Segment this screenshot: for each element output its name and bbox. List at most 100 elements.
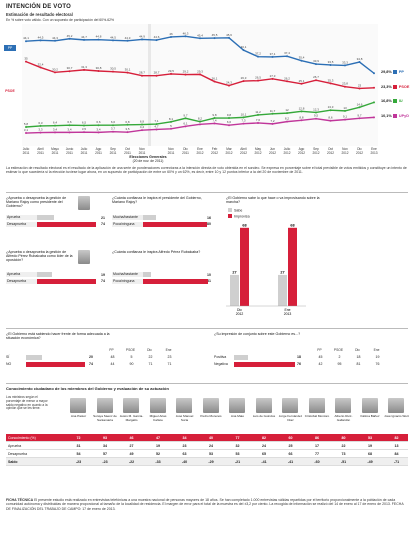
point-psoe <box>97 70 100 73</box>
x-tick-label: Ago <box>299 147 305 151</box>
x-tick-label: Mayo <box>51 147 59 151</box>
point-upyd <box>373 116 375 119</box>
data-label-psoe: 29,2 <box>183 70 189 74</box>
category-label: Dic <box>237 308 242 312</box>
chart-note: En % sobre voto válido. Con un supuesto … <box>6 18 115 22</box>
table-cell-psoe: 2 <box>338 355 341 359</box>
rajoy-photo <box>78 196 90 210</box>
table-row: Positiva 18 45 2 18 19 <box>214 354 410 360</box>
data-label-pp: 46 <box>169 32 173 36</box>
legend-swatch-psoe <box>392 84 397 89</box>
bar-row: Desaprueba 74 <box>6 221 106 227</box>
divider <box>6 328 408 329</box>
point-iu <box>344 109 346 112</box>
minister-name: Jorge Fernández Díaz <box>278 414 303 422</box>
data-label-upyd: 7,4 <box>212 118 217 122</box>
minister-photo <box>149 398 166 413</box>
end-value-iu: 16,8% <box>381 99 392 104</box>
economica-question: ¿El Gobierno está sabiendo hacer frente … <box>6 332 110 341</box>
methodology-paragraph: La estimación de resultado electoral es … <box>6 166 407 175</box>
bar-track <box>37 272 99 277</box>
ficha-title: FICHA TÉCNICA <box>6 498 34 502</box>
bar-improvisa-label: 68 <box>242 223 246 227</box>
bar-value: 80 <box>207 222 211 226</box>
legend-swatch-upyd <box>392 114 397 119</box>
minister-name: Ana Mato <box>230 414 245 418</box>
bar-fill <box>26 361 86 367</box>
bar-row-label: Poca/ninguna <box>112 278 143 284</box>
x-tick-year: 2012 <box>341 151 348 155</box>
minister-name: Alberto Ruiz-Gallardón <box>334 414 353 422</box>
rajoy-question: ¿Aprueba o desaprueba la gestión de Mari… <box>6 196 67 209</box>
x-tick-year: 2012 <box>312 151 319 155</box>
point-upyd <box>358 117 361 120</box>
point-iu <box>199 120 201 123</box>
ministers-row-bg <box>6 458 408 466</box>
bar-fill <box>37 221 97 227</box>
x-tick-year: 2012 <box>298 151 305 155</box>
bar-row: Desaprueba 74 <box>6 278 106 284</box>
ministers-cell: -22 <box>128 459 135 464</box>
point-psoe <box>184 73 187 76</box>
point-psoe <box>25 60 27 63</box>
ministers-cell: 82 <box>262 435 266 440</box>
x-tick-year: 2011 <box>66 151 73 155</box>
x-tick-year: 2012 <box>356 151 363 155</box>
point-iu <box>286 112 288 115</box>
table-col-header: Ene <box>165 348 172 352</box>
bar-improvisa <box>288 227 297 306</box>
data-label-psoe: 30,1 <box>125 68 131 72</box>
x-tick-year: 2012 <box>196 151 203 155</box>
x-tick-year: 2012 <box>327 151 334 155</box>
data-label-iu: 13 <box>343 106 347 110</box>
x-tick-year: 2011 <box>110 151 117 155</box>
point-iu <box>112 124 114 127</box>
ministers-cell: 49 <box>129 451 134 456</box>
ministers-cell: 66 <box>288 451 293 456</box>
ministers-cell: 46 <box>129 435 134 440</box>
minister-name: Pedro Morenés <box>200 414 222 418</box>
x-tick-label: Oct <box>125 147 130 151</box>
chart-subtitle: Estimación de resultado electoral <box>6 12 73 17</box>
x-tick-label: Nov <box>139 147 145 151</box>
data-label-iu: 11,7 <box>270 109 276 113</box>
point-pp <box>329 63 332 66</box>
rubalcaba-question: ¿Aprueba o desaprueba la gestión de Alfr… <box>6 250 73 263</box>
point-upyd <box>97 131 100 134</box>
bar-fill <box>234 361 295 367</box>
data-label-pp: 45,5 <box>212 33 218 37</box>
point-pp <box>184 35 187 38</box>
point-upyd <box>155 128 158 131</box>
table-cell-psoe: 95 <box>337 362 342 366</box>
legend-improvisa-label: Improvisa <box>234 215 250 219</box>
legend-swatch-iu <box>392 99 397 104</box>
table-header: PP PSOE Dic Ene <box>102 348 206 353</box>
ministers-cell: 13 <box>394 443 399 448</box>
bar-fill <box>234 354 249 360</box>
point-iu <box>228 117 230 120</box>
ministers-cell: 53 <box>209 451 213 456</box>
x-tick-label: May <box>255 147 261 151</box>
x-tick-year: 2012 <box>211 151 218 155</box>
point-upyd <box>228 124 230 127</box>
point-iu <box>358 106 361 109</box>
table-cell-pp: 42 <box>318 362 323 366</box>
confianza-rajoy-bars: Mucha/bastante 16 Poca/ninguna 80 <box>112 215 212 228</box>
bar-row-label: Poca/ninguna <box>112 221 143 227</box>
data-label-psoe: 26,5 <box>255 76 261 80</box>
point-iu <box>184 117 187 120</box>
bar-fill <box>143 278 208 284</box>
point-iu <box>126 123 129 126</box>
data-label-iu: 6,6 <box>111 120 116 124</box>
data-label-upyd: 3,7 <box>111 127 116 131</box>
data-label-psoe: 28,7 <box>139 71 145 75</box>
bar-track <box>143 215 205 220</box>
point-upyd <box>300 119 303 122</box>
minister-name: Cristóbal Montoro <box>304 414 330 418</box>
data-label-pp: 40,1 <box>241 45 247 49</box>
point-psoe <box>286 80 288 83</box>
impresion-block: ¿Su impresión de conjunto sobre este Gob… <box>214 332 414 336</box>
point-pp <box>83 38 85 41</box>
point-psoe <box>344 85 346 88</box>
